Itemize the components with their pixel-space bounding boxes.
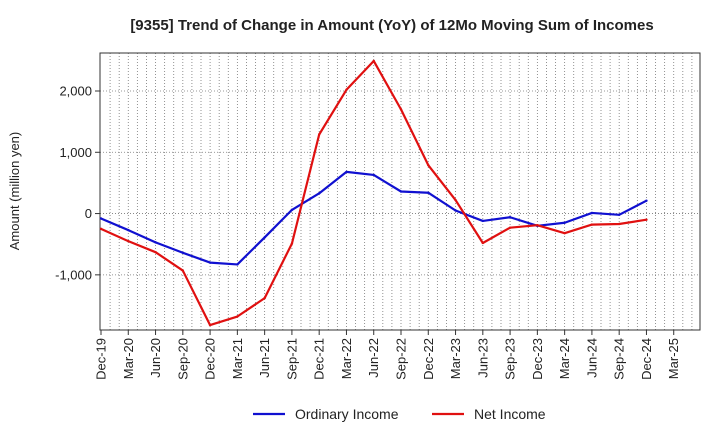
x-axis: Dec-19 Mar-20 Jun-20 Sep-20 Dec-20 Mar-21 Jun-…	[94, 330, 681, 380]
data-point-ordinary-income	[99, 217, 103, 220]
data-point-ordinary-income	[645, 199, 648, 202]
legend: Ordinary Income Net Income	[253, 406, 546, 422]
data-point-net-income	[454, 198, 457, 202]
data-point-net-income	[645, 218, 648, 221]
data-point-ordinary-income	[399, 190, 403, 193]
x-tick-label: Sep-21	[284, 338, 299, 380]
x-tick-label: Mar-23	[448, 338, 463, 379]
data-point-net-income	[399, 108, 403, 111]
data-point-ordinary-income	[590, 211, 594, 215]
data-point-net-income	[263, 296, 266, 300]
chart-title: [9355] Trend of Change in Amount (YoY) o…	[130, 17, 653, 34]
data-point-ordinary-income	[154, 241, 157, 244]
series-layer	[99, 59, 648, 327]
data-point-ordinary-income	[454, 209, 457, 212]
data-point-net-income	[617, 222, 621, 226]
series-line-net-income	[100, 59, 647, 327]
data-point-net-income	[508, 226, 512, 229]
x-tick-label: Dec-21	[312, 338, 327, 380]
x-tick-label: Jun-21	[257, 338, 272, 378]
data-point-ordinary-income	[127, 228, 130, 232]
data-point-ordinary-income	[263, 236, 266, 239]
data-point-ordinary-income	[345, 170, 348, 174]
x-tick-label: Dec-19	[94, 338, 109, 380]
y-tick-label: -1,000	[55, 267, 92, 282]
y-tick-label: 2,000	[59, 84, 92, 99]
data-point-net-income	[99, 227, 103, 231]
data-point-net-income	[181, 269, 185, 272]
data-point-net-income	[317, 133, 321, 136]
y-tick-label: 1,000	[59, 145, 92, 160]
data-point-net-income	[563, 231, 566, 235]
y-axis: -1,000 0 1,000 2,000	[55, 84, 100, 282]
data-point-net-income	[290, 242, 294, 245]
data-point-net-income	[236, 315, 239, 318]
x-tick-label: Dec-20	[203, 338, 218, 380]
data-point-ordinary-income	[290, 208, 294, 212]
data-point-ordinary-income	[563, 221, 566, 224]
x-tick-label: Sep-20	[175, 338, 190, 380]
legend-label-net-income: Net Income	[474, 406, 546, 422]
y-axis-label: Amount (million yen)	[7, 132, 22, 251]
x-tick-label: Jun-22	[366, 338, 381, 378]
data-point-net-income	[427, 163, 430, 167]
x-tick-label: Mar-24	[557, 338, 572, 379]
x-tick-label: Dec-24	[639, 338, 654, 380]
x-tick-label: Jun-24	[584, 338, 599, 378]
x-tick-label: Jun-23	[475, 338, 490, 378]
data-point-net-income	[208, 323, 212, 327]
data-point-net-income	[481, 241, 485, 245]
data-point-net-income	[590, 223, 594, 226]
x-tick-label: Dec-22	[421, 338, 436, 380]
data-point-ordinary-income	[427, 191, 430, 194]
y-tick-label: 0	[85, 206, 92, 221]
data-point-ordinary-income	[508, 216, 512, 219]
x-tick-label: Mar-21	[230, 338, 245, 379]
x-tick-label: Dec-23	[530, 338, 545, 380]
x-tick-label: Mar-22	[339, 338, 354, 379]
data-point-net-income	[154, 250, 157, 254]
data-point-ordinary-income	[481, 219, 485, 223]
data-point-ordinary-income	[208, 261, 212, 264]
data-point-net-income	[372, 59, 375, 63]
data-point-net-income	[536, 224, 539, 227]
data-point-net-income	[345, 88, 348, 91]
legend-label-ordinary-income: Ordinary Income	[295, 406, 399, 422]
x-tick-label: Sep-23	[503, 338, 518, 380]
x-tick-label: Sep-22	[394, 338, 409, 380]
x-tick-label: Sep-24	[612, 338, 627, 380]
data-point-net-income	[127, 239, 130, 243]
x-tick-label: Mar-25	[666, 338, 681, 379]
plot-area	[99, 52, 701, 331]
data-point-ordinary-income	[372, 173, 375, 177]
data-point-ordinary-income	[236, 263, 239, 266]
x-tick-label: Mar-20	[121, 338, 136, 379]
data-point-ordinary-income	[317, 192, 321, 195]
data-point-ordinary-income	[181, 251, 185, 254]
data-point-ordinary-income	[617, 213, 621, 216]
x-tick-label: Jun-20	[148, 338, 163, 378]
